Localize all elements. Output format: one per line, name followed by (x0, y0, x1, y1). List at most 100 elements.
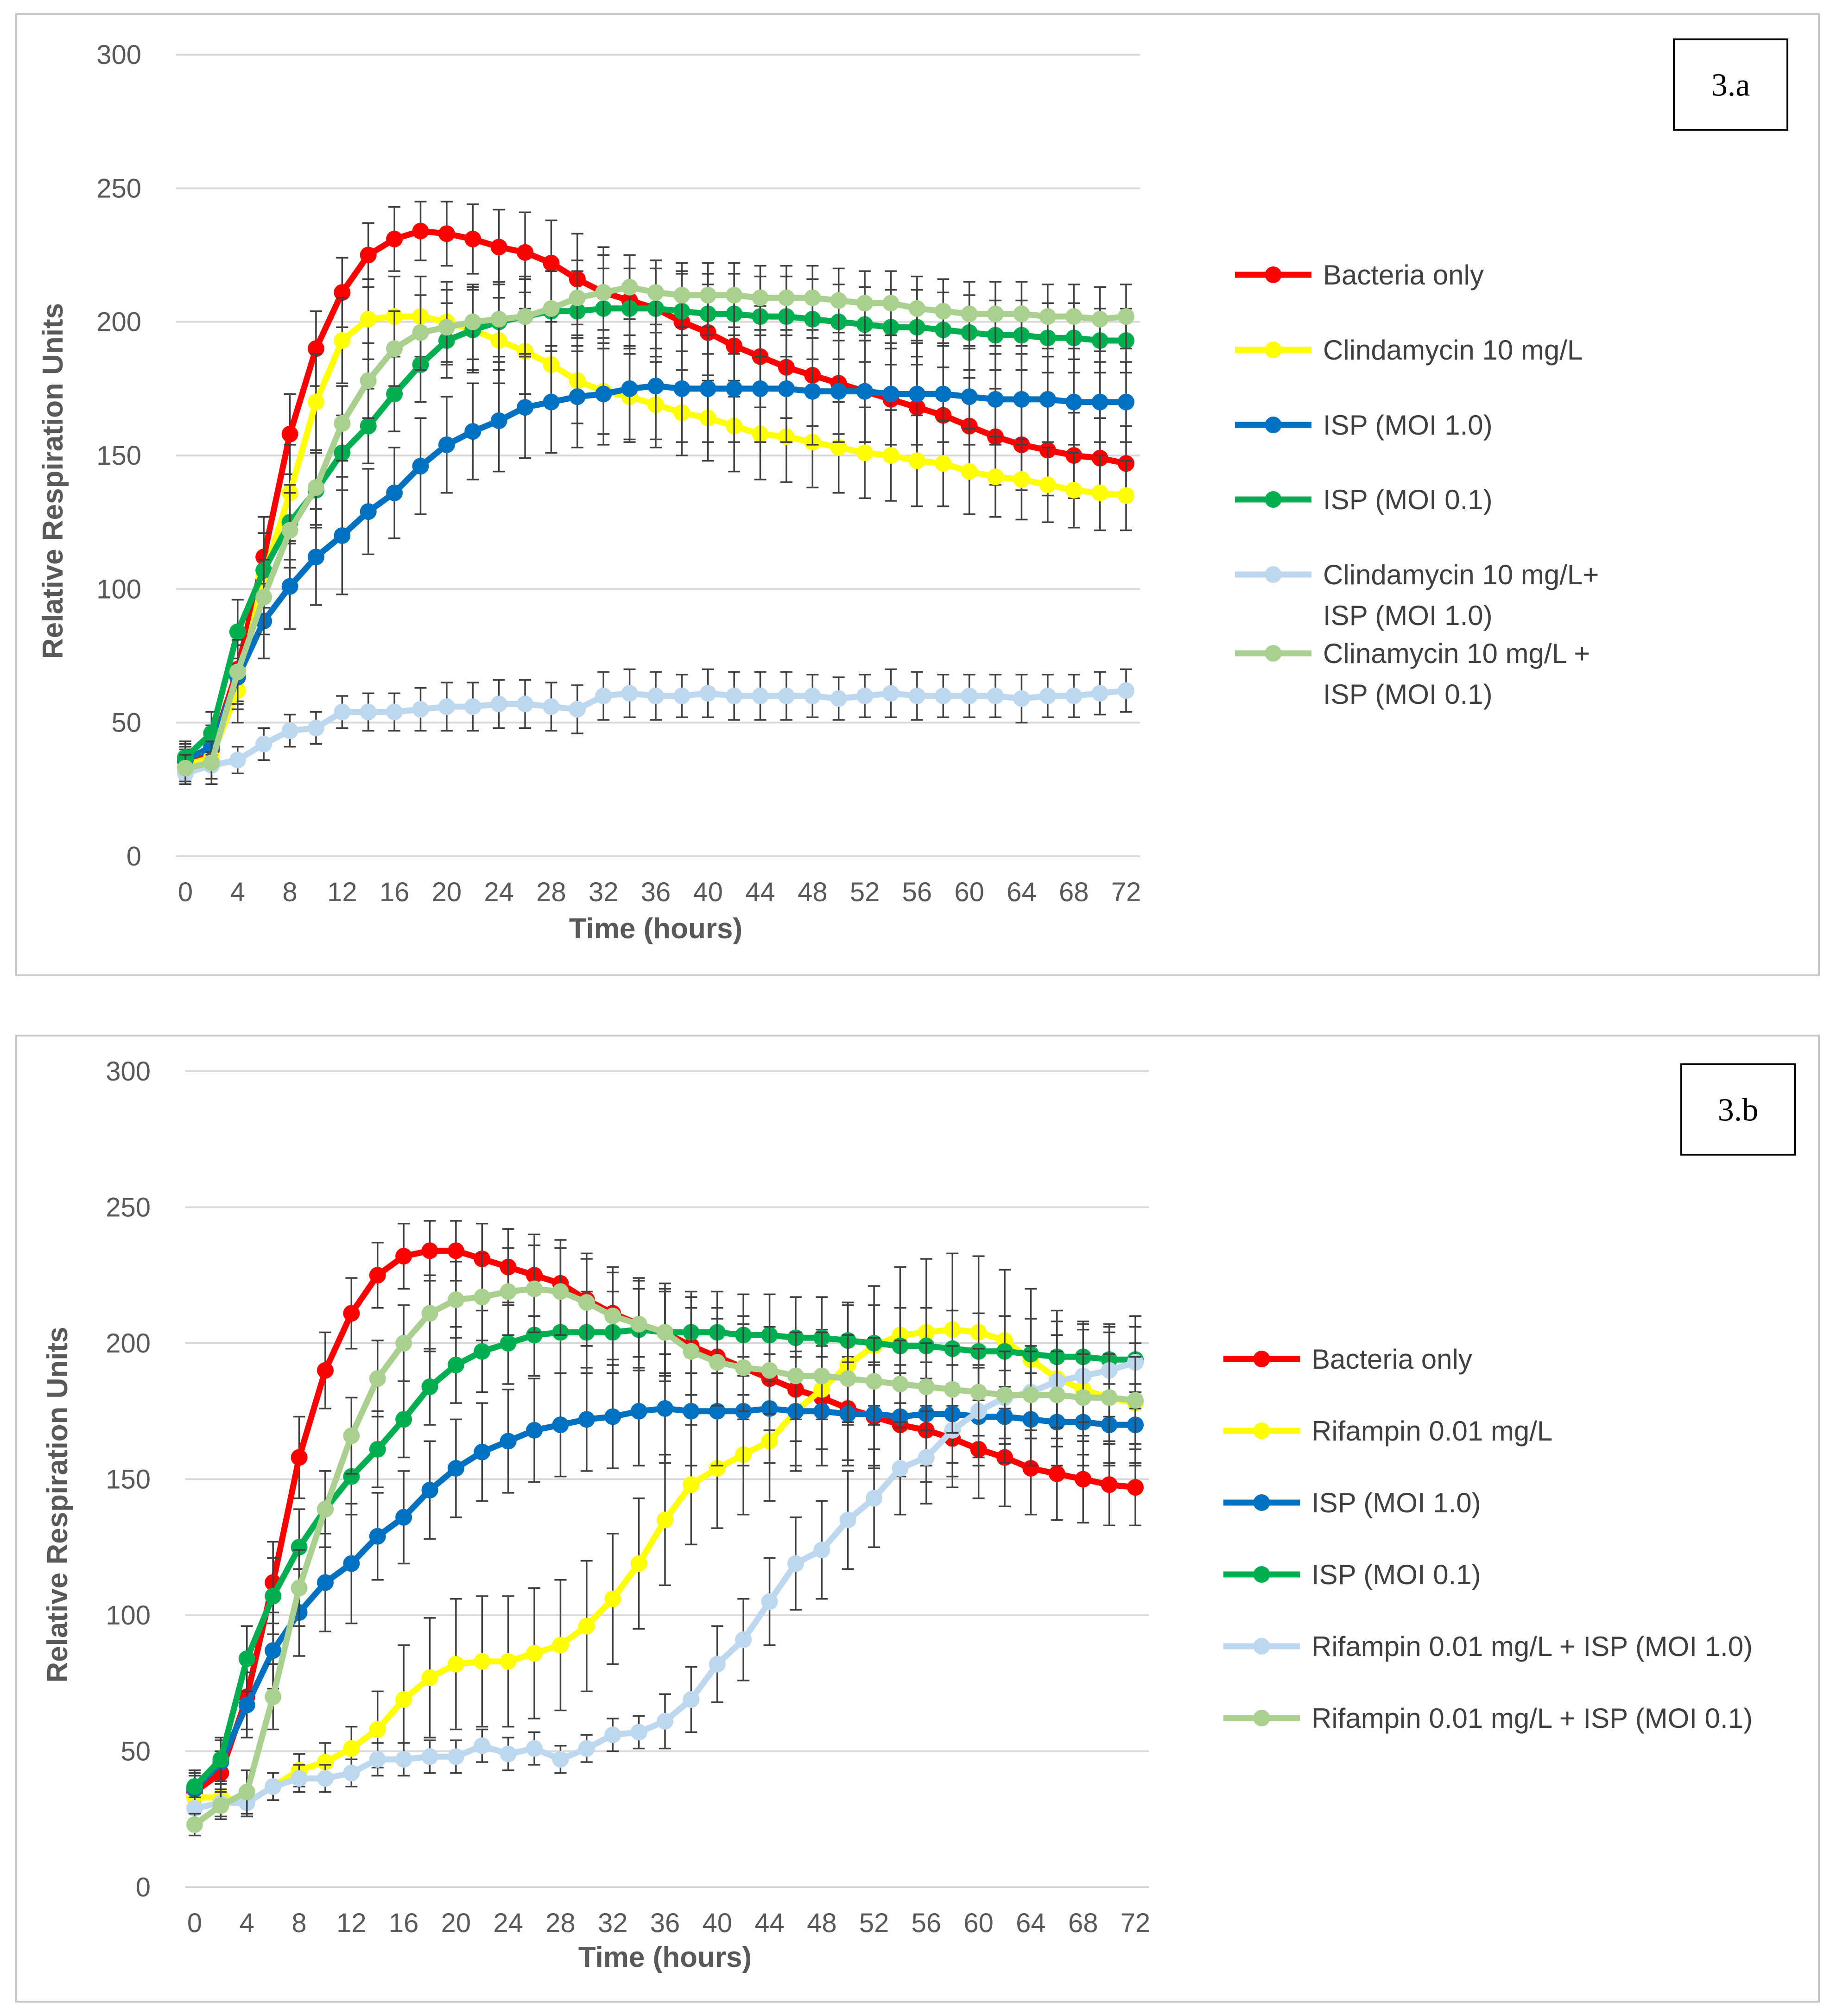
data-point (438, 436, 455, 453)
data-point (203, 754, 220, 771)
data-point (882, 295, 899, 312)
legend-item: ISP (MOI 0.1) (1223, 1559, 1481, 1590)
data-point (683, 1476, 700, 1493)
data-point (343, 1427, 360, 1444)
data-point (360, 372, 377, 389)
data-point (177, 759, 194, 777)
data-point (395, 1248, 412, 1265)
data-point (552, 1283, 569, 1300)
data-point (761, 1362, 778, 1379)
data-point (238, 1696, 255, 1713)
data-point (343, 1555, 360, 1572)
data-point (1091, 393, 1108, 411)
x-tick-label: 0 (178, 877, 193, 907)
legend-label: Bacteria only (1323, 259, 1484, 291)
x-tick-label: 32 (598, 1908, 628, 1938)
x-tick-label: 56 (902, 877, 932, 907)
data-point (908, 452, 925, 469)
y-tick-label: 100 (106, 1600, 151, 1630)
data-point (543, 254, 560, 272)
data-point (500, 1653, 517, 1670)
data-point (735, 1359, 752, 1376)
data-point (500, 1745, 517, 1763)
data-point (490, 695, 507, 713)
data-point (787, 1555, 804, 1572)
data-point (526, 1422, 543, 1439)
data-point (1013, 471, 1030, 488)
data-point (474, 1737, 491, 1754)
legend-swatch-marker (1265, 491, 1282, 508)
data-point (386, 386, 403, 403)
data-point (421, 1378, 438, 1395)
x-tick-label: 0 (187, 1908, 202, 1938)
x-tick-label: 44 (745, 877, 775, 907)
x-tick-label: 8 (291, 1908, 306, 1938)
data-point (447, 1291, 464, 1308)
data-point (996, 1386, 1013, 1403)
data-point (778, 380, 795, 397)
data-point (281, 425, 298, 442)
legend-label-line: Rifampin 0.01 mg/L + ISP (MOI 1.0) (1311, 1631, 1753, 1662)
data-point (369, 1267, 386, 1284)
y-tick-label: 50 (111, 708, 141, 738)
data-point (918, 1378, 935, 1395)
data-point (360, 246, 377, 264)
data-point (212, 1797, 229, 1814)
data-point (604, 1308, 621, 1325)
panel-tag-box (1673, 38, 1788, 131)
data-point (830, 292, 847, 309)
y-tick-label: 100 (96, 574, 141, 604)
x-tick-label: 68 (1068, 1908, 1098, 1938)
data-point (673, 287, 690, 303)
data-point (421, 1305, 438, 1322)
data-point (630, 1555, 647, 1572)
legend-label: Clindamycin 10 mg/L (1323, 335, 1583, 366)
data-point (987, 391, 1004, 408)
data-point (709, 1354, 726, 1371)
data-point (604, 1726, 621, 1744)
data-point (395, 1509, 412, 1526)
legend-item: Clindamycin 10 mg/L+ ISP (MOI 1.0) (1235, 559, 1599, 631)
legend: Bacteria only Clindamycin 10 mg/L ISP (MOI… (1235, 259, 1599, 710)
data-point (265, 1587, 282, 1605)
data-point (987, 468, 1004, 486)
data-point (657, 1713, 673, 1730)
data-point (709, 1656, 726, 1673)
data-point (673, 688, 690, 704)
data-point (856, 383, 874, 400)
data-point (343, 1740, 360, 1757)
data-point (699, 380, 716, 397)
data-point (526, 1740, 543, 1757)
data-point (543, 698, 560, 715)
data-point (526, 1327, 543, 1344)
x-axis-title: Time (hours) (578, 1941, 752, 1973)
legend-item: Clinamycin 10 mg/L + ISP (MOI 0.1) (1235, 638, 1590, 710)
data-point (1022, 1386, 1039, 1403)
data-point (961, 463, 978, 480)
y-tick-label: 300 (96, 40, 141, 70)
data-point (464, 230, 481, 247)
data-point (595, 386, 612, 403)
data-point (1039, 688, 1056, 704)
data-point (474, 1443, 491, 1460)
legend-label-line: ISP (MOI 0.1) (1323, 484, 1493, 515)
legend-label-line: Bacteria only (1311, 1344, 1472, 1375)
data-point (360, 310, 377, 328)
data-point (438, 225, 455, 242)
data-point (1065, 308, 1083, 325)
data-point (291, 1580, 308, 1597)
x-tick-label: 52 (859, 1908, 889, 1938)
data-point (229, 752, 246, 769)
data-point (386, 230, 403, 247)
data-point (474, 1289, 491, 1306)
legend-label-line: ISP (MOI 0.1) (1311, 1559, 1481, 1590)
data-point (212, 1751, 229, 1768)
data-point (474, 1343, 491, 1360)
data-point (369, 1441, 386, 1458)
data-point (552, 1751, 569, 1768)
data-point (621, 685, 638, 702)
data-point (1075, 1471, 1092, 1488)
data-point (1022, 1460, 1039, 1477)
data-point (699, 287, 716, 303)
y-axis-title: Relative Respiration Units (37, 303, 69, 659)
